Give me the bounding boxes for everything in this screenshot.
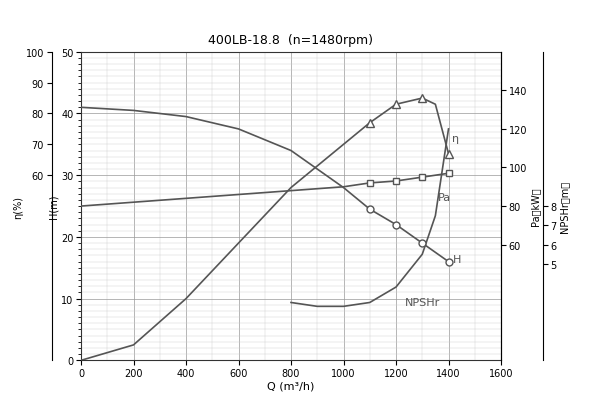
Text: NPSHr: NPSHr [405,297,440,307]
Text: η: η [452,134,460,144]
Y-axis label: Pa（kW）: Pa（kW） [530,187,540,226]
Y-axis label: NPSHr（m）: NPSHr（m） [560,181,569,232]
Y-axis label: η(%): η(%) [13,195,23,218]
Y-axis label: H(m): H(m) [48,194,58,219]
X-axis label: Q (m³/h): Q (m³/h) [268,381,314,391]
Text: Pa: Pa [438,192,451,202]
Title: 400LB-18.8  (n=1480rpm): 400LB-18.8 (n=1480rpm) [209,34,374,47]
Text: H: H [452,254,461,264]
